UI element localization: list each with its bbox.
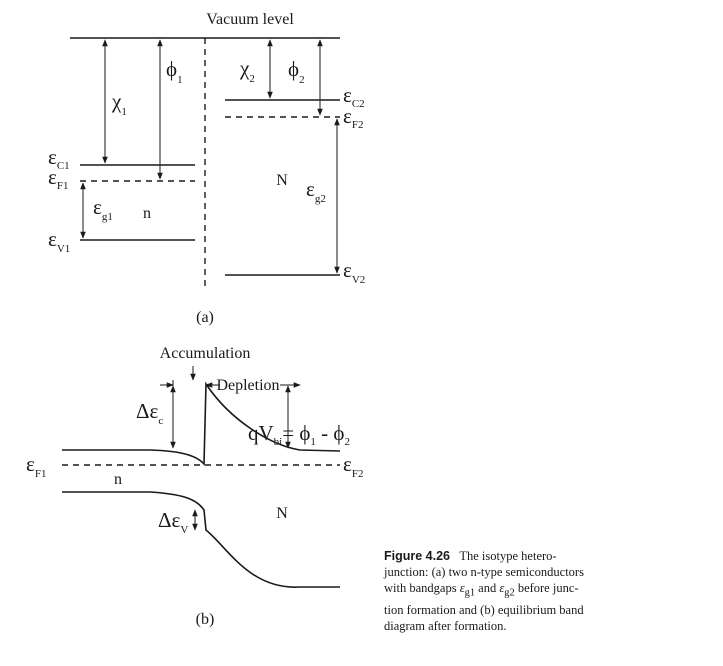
caption-line-2: junction: (a) two n-type semiconductors: [384, 565, 584, 579]
delta-ec-label: Δεc: [136, 399, 163, 427]
panel-b: Accumulation Depletion Δεc qVbi= ϕ1 - ϕ2…: [26, 345, 363, 628]
caption-line-4: tion formation and (b) equilibrium band: [384, 602, 584, 617]
vacuum-level-label: Vacuum level: [206, 11, 294, 28]
panel-a-label: (a): [196, 309, 214, 326]
caption-line1-text: The isotype hetero-: [459, 549, 557, 563]
caption-line3-b: and: [475, 581, 500, 595]
phi2-label: ϕ2: [288, 57, 305, 86]
panel-a: Vacuum level χ1 ϕ1 χ2 ϕ2 εg1 εg2 εC1 εF1…: [48, 11, 365, 326]
caption-line-3: with bandgaps εg1 and εg2 before junc-: [384, 580, 684, 602]
ef1-label-b: εF1: [26, 452, 46, 480]
caption-heading: Figure 4.26: [384, 549, 450, 563]
eg2-label: εg2: [306, 177, 326, 205]
phi1-label: ϕ1: [166, 57, 183, 86]
figure-caption: Figure 4.26 The isotype hetero- junction…: [384, 548, 684, 634]
N-region-label-b: N: [276, 505, 288, 522]
chi1-label: χ1: [111, 89, 127, 118]
ef2-label-b: εF2: [343, 452, 363, 480]
ev2-label: εV2: [343, 258, 365, 286]
caption-line3-a: with bandgaps: [384, 581, 460, 595]
n-region-label: n: [143, 205, 151, 222]
conduction-band-bent: [62, 381, 341, 467]
caption-eg2-symbol: ε: [499, 581, 505, 595]
ef1-label: εF1: [48, 165, 68, 192]
panel-b-label: (b): [196, 611, 215, 628]
ev1-label: εV1: [48, 227, 70, 255]
caption-line-5: diagram after formation.: [384, 618, 507, 633]
ec2-label: εC2: [343, 83, 365, 110]
qvbi-label: qVbi= ϕ1 - ϕ2: [248, 421, 350, 448]
N-region-label: N: [276, 172, 288, 189]
n-region-label-b: n: [114, 471, 122, 488]
caption-eg2-sub: g2: [504, 587, 515, 599]
caption-line3-c: before junc-: [514, 581, 579, 595]
chi2-label: χ2: [239, 56, 255, 85]
ec1-label: εC1: [48, 145, 70, 172]
valence-band-bent: [62, 491, 340, 588]
caption-eg1-symbol: ε: [459, 581, 465, 595]
accumulation-label: Accumulation: [160, 345, 251, 362]
eg1-label: εg1: [93, 195, 113, 223]
delta-ev-label: ΔεV: [158, 508, 188, 536]
depletion-label: Depletion: [216, 377, 279, 394]
ef2-label: εF2: [343, 104, 363, 131]
caption-eg1-sub: g1: [464, 587, 476, 599]
caption-line-1: Figure 4.26 The isotype hetero-: [384, 548, 684, 564]
